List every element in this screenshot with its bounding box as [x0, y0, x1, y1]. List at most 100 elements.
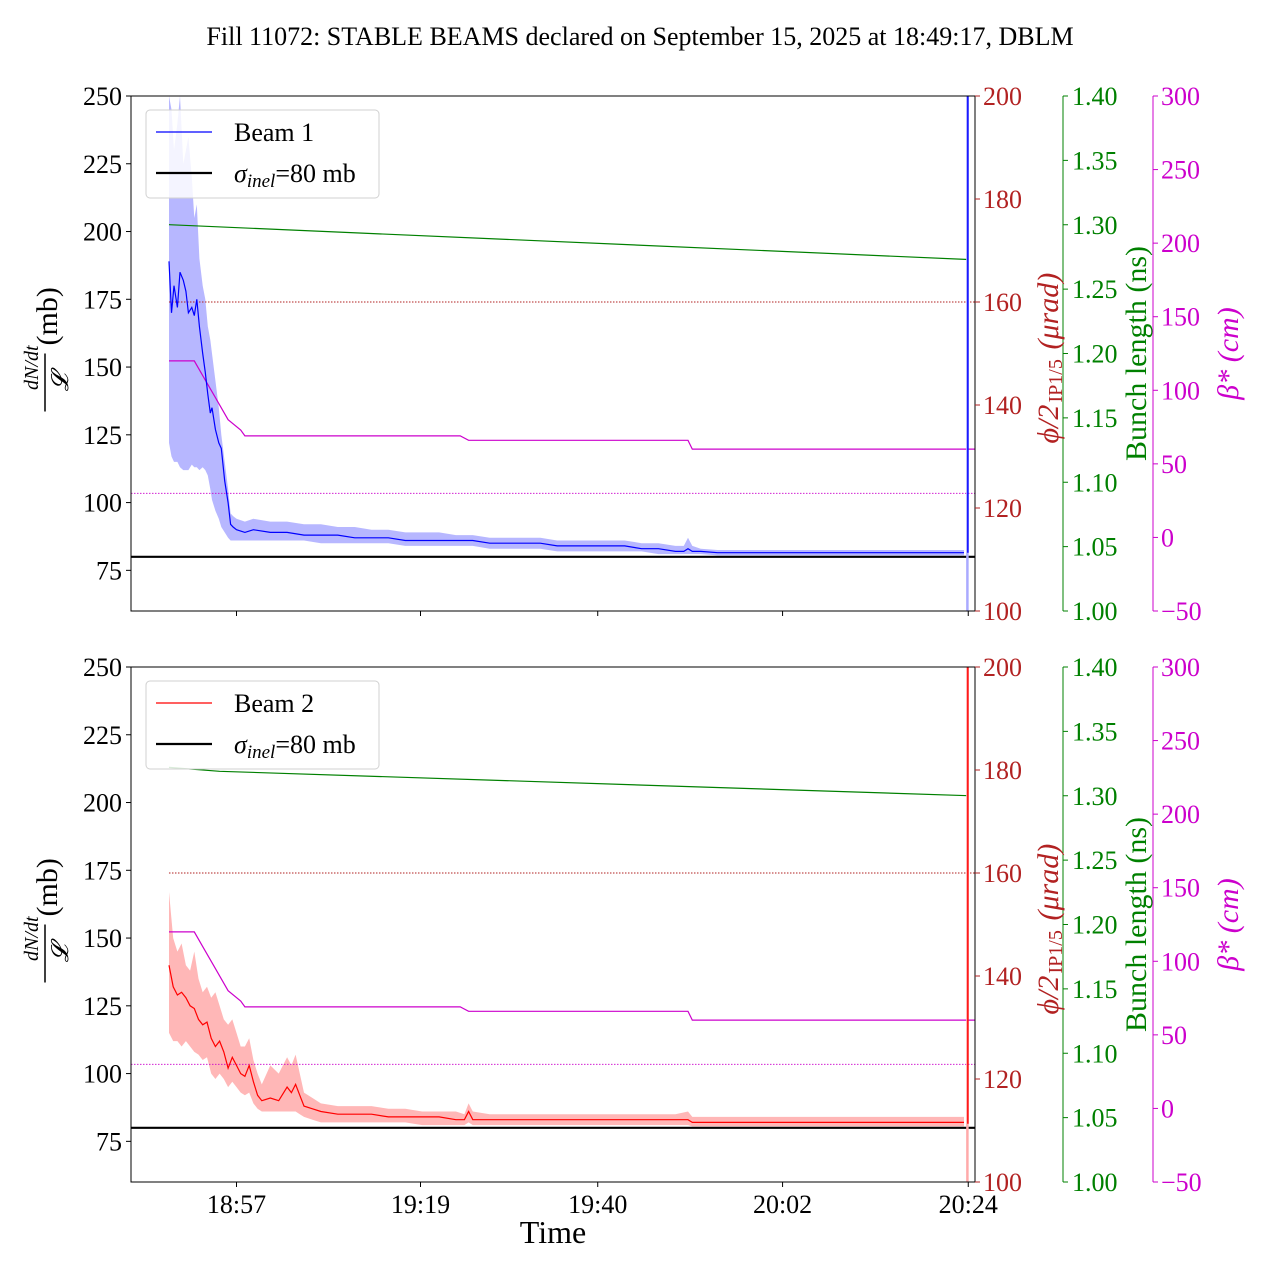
y-tick-label: 75	[96, 1127, 122, 1156]
y-tick-label: 150	[83, 353, 122, 382]
x-tick-label: 19:19	[391, 1190, 450, 1219]
green-axis-tick-label: 1.35	[1072, 146, 1118, 175]
red-axis-tick-label: 100	[983, 1168, 1022, 1197]
red-axis-tick-label: 120	[983, 494, 1022, 523]
legend: Beam 2 σinel=80 mb	[145, 680, 380, 770]
magenta-axis-tick-label: 200	[1161, 229, 1200, 258]
red-axis-label-phi: ϕ/2	[1032, 405, 1065, 444]
plot-area	[131, 667, 975, 1182]
magenta-axis-tick-label: 50	[1161, 450, 1187, 479]
y-tick-label: 100	[83, 489, 122, 518]
red-axis-label-unit: (μrad)	[1032, 273, 1065, 350]
y-tick-label: 225	[83, 721, 122, 750]
legend-label-2: σinel=80 mb	[234, 159, 356, 192]
red-axis-tick-label: 120	[983, 1065, 1022, 1094]
green-axis-tick-label: 1.30	[1072, 782, 1118, 811]
green-axis-label: Bunch length (ns)	[1120, 817, 1153, 1032]
x-tick-label: 19:40	[568, 1190, 627, 1219]
y-tick-label: 225	[83, 150, 122, 179]
y-tick-label: 200	[83, 218, 122, 247]
bunch-length-line	[168, 766, 969, 797]
plot-frame	[130, 95, 976, 612]
uncertainty-band-1	[169, 892, 964, 1127]
green-axis-tick-label: 1.05	[1072, 533, 1118, 562]
beta-star-line	[169, 931, 975, 1021]
red-axis-label-sub: IP1/5	[1045, 359, 1067, 402]
legend-label-1: Beam 2	[234, 689, 314, 718]
magenta-axis-tick-label: −50	[1161, 597, 1202, 626]
magenta-axis-tick-label: 100	[1161, 376, 1200, 405]
green-axis-tick-label: 1.10	[1072, 1039, 1118, 1068]
left-label-numerator: dN/dt	[21, 345, 43, 390]
magenta-axis-tick-label: 250	[1161, 156, 1200, 185]
green-axis-tick-label: 1.20	[1072, 340, 1118, 369]
series-line-1	[168, 261, 964, 554]
y-tick-label: 250	[83, 82, 122, 111]
left-label-denominator: 𝓛	[48, 367, 74, 391]
y-tick-label: 125	[83, 421, 122, 450]
red-axis-tick-label: 200	[983, 82, 1022, 111]
red-axis-tick-label: 100	[983, 597, 1022, 626]
left-label-denominator: 𝓛	[48, 938, 74, 962]
plot-frame	[130, 666, 976, 1183]
green-axis-tick-label: 1.25	[1072, 275, 1118, 304]
left-label-unit: (mb)	[31, 287, 64, 345]
red-axis-tick-label: 180	[983, 756, 1022, 785]
y-tick-label: 100	[83, 1060, 122, 1089]
green-axis-tick-label: 1.00	[1072, 597, 1118, 626]
left-label-unit: (mb)	[31, 858, 64, 916]
y-tick-label: 75	[96, 556, 122, 585]
y-tick-label: 150	[83, 924, 122, 953]
green-axis-tick-label: 1.20	[1072, 911, 1118, 940]
magenta-axis-tick-label: 300	[1161, 653, 1200, 682]
green-axis-tick-label: 1.00	[1072, 1168, 1118, 1197]
magenta-axis-tick-label: 150	[1161, 303, 1200, 332]
magenta-axis-tick-label: 250	[1161, 727, 1200, 756]
green-axis-tick-label: 1.40	[1072, 82, 1118, 111]
chart-panel-1: 75 100 125 150 175 200 225 250 100 120 140 160 180 20…	[21, 82, 1245, 626]
magenta-axis-tick-label: 200	[1161, 800, 1200, 829]
red-axis-label-unit: (μrad)	[1032, 844, 1065, 921]
magenta-axis-label: β* (cm)	[1212, 878, 1245, 971]
chart-panel-2: 75 100 125 150 175 200 225 250 100 120 140 160 180 20…	[21, 653, 1245, 1219]
beta-star-line	[169, 360, 975, 450]
green-axis-tick-label: 1.40	[1072, 653, 1118, 682]
green-axis-tick-label: 1.30	[1072, 211, 1118, 240]
chart-panels: 75 100 125 150 175 200 225 250 100 120 140 160 180 20…	[21, 82, 1245, 1219]
y-tick-label: 175	[83, 856, 122, 885]
y-tick-label: 125	[83, 992, 122, 1021]
series-line-1	[168, 965, 964, 1124]
green-axis-tick-label: 1.25	[1072, 846, 1118, 875]
y-tick-label: 200	[83, 789, 122, 818]
legend-label-1: Beam 1	[234, 118, 314, 147]
red-axis-tick-label: 140	[983, 391, 1022, 420]
bunch-length-line	[168, 224, 969, 261]
chart-title: Fill 11072: STABLE BEAMS declared on Sep…	[206, 22, 1073, 51]
red-axis-tick-label: 180	[983, 185, 1022, 214]
red-axis-tick-label: 140	[983, 962, 1022, 991]
x-tick-label: 20:02	[753, 1190, 812, 1219]
red-axis-label-phi: ϕ/2	[1032, 976, 1065, 1015]
left-label-numerator: dN/dt	[21, 916, 43, 961]
magenta-axis-tick-label: 150	[1161, 874, 1200, 903]
magenta-axis-tick-label: 0	[1161, 523, 1174, 552]
magenta-axis-tick-label: 0	[1161, 1094, 1174, 1123]
plot-area	[131, 96, 975, 611]
legend: Beam 1 σinel=80 mb	[145, 109, 380, 199]
red-axis-label-sub: IP1/5	[1045, 930, 1067, 973]
magenta-axis-label: β* (cm)	[1212, 307, 1245, 400]
y-tick-label: 175	[83, 285, 122, 314]
left-axis-label: dN/dt 𝓛 (mb)	[21, 858, 74, 983]
green-axis-tick-label: 1.15	[1072, 975, 1118, 1004]
green-axis-tick-label: 1.05	[1072, 1104, 1118, 1133]
x-tick-label: 20:24	[939, 1190, 998, 1219]
green-axis-tick-label: 1.10	[1072, 468, 1118, 497]
magenta-axis-tick-label: −50	[1161, 1168, 1202, 1197]
x-tick-label: 18:57	[207, 1190, 266, 1219]
magenta-axis-tick-label: 300	[1161, 82, 1200, 111]
y-tick-label: 250	[83, 653, 122, 682]
magenta-axis-tick-label: 100	[1161, 947, 1200, 976]
red-axis-tick-label: 200	[983, 653, 1022, 682]
green-axis-label: Bunch length (ns)	[1120, 246, 1153, 461]
